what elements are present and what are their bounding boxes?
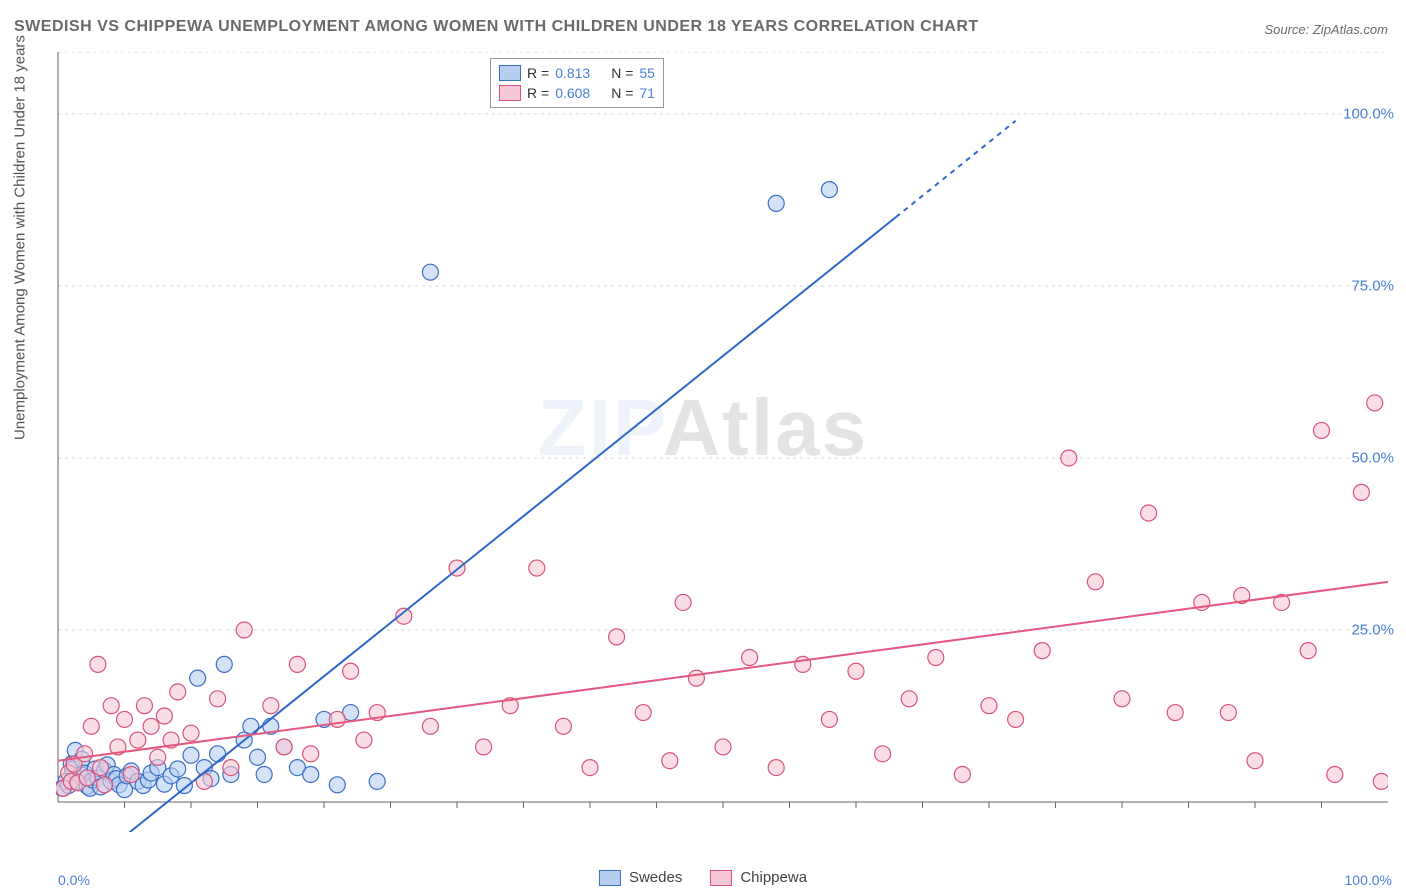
scatter-chart — [56, 52, 1388, 832]
series-legend-label: Chippewa — [740, 869, 807, 886]
x-axis-max-label: 100.0% — [1345, 872, 1392, 888]
stats-legend: R = 0.813 N = 55 R = 0.608 N = 71 — [490, 58, 664, 108]
r-label: R = — [527, 65, 549, 81]
chart-title: SWEDISH VS CHIPPEWA UNEMPLOYMENT AMONG W… — [14, 18, 979, 36]
series-legend-item: Chippewa — [710, 869, 807, 886]
ytick-label: 100.0% — [1343, 105, 1394, 122]
legend-swatch — [499, 65, 521, 81]
stats-legend-row: R = 0.608 N = 71 — [499, 83, 655, 103]
n-value: 55 — [639, 65, 655, 81]
legend-swatch — [710, 870, 732, 886]
source-label: Source: — [1264, 22, 1312, 37]
ytick-label: 50.0% — [1351, 449, 1394, 466]
x-axis-min-label: 0.0% — [58, 872, 90, 888]
series-legend-item: Swedes — [599, 869, 682, 886]
n-label: N = — [611, 65, 633, 81]
stats-legend-row: R = 0.813 N = 55 — [499, 63, 655, 83]
source-name: ZipAtlas.com — [1313, 22, 1388, 37]
plot-area — [56, 52, 1388, 832]
legend-swatch — [499, 85, 521, 101]
ytick-label: 75.0% — [1351, 277, 1394, 294]
legend-swatch — [599, 870, 621, 886]
y-axis-label: Unemployment Among Women with Children U… — [12, 35, 29, 440]
r-value: 0.608 — [555, 85, 605, 101]
n-label: N = — [611, 85, 633, 101]
series-legend: Swedes Chippewa — [599, 869, 807, 886]
series-legend-label: Swedes — [629, 869, 682, 886]
ytick-label: 25.0% — [1351, 621, 1394, 638]
r-value: 0.813 — [555, 65, 605, 81]
source-attribution: Source: ZipAtlas.com — [1264, 22, 1388, 37]
r-label: R = — [527, 85, 549, 101]
n-value: 71 — [639, 85, 655, 101]
